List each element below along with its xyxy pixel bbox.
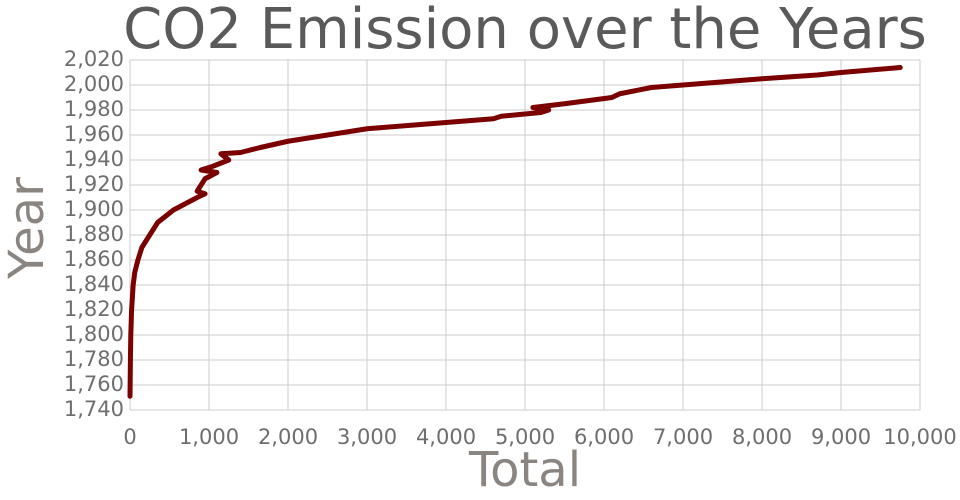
y-tick-label: 1,820: [64, 297, 124, 321]
x-tick-label: 8,000: [732, 425, 792, 449]
x-tick-label: 3,000: [337, 425, 397, 449]
y-axis-label: Year: [0, 177, 55, 280]
x-tick-label: 9,000: [811, 425, 871, 449]
x-axis-label: Total: [468, 442, 581, 498]
chart-title: CO2 Emission over the Years: [123, 0, 927, 62]
y-tick-label: 1,760: [64, 372, 124, 396]
y-tick-label: 2,020: [64, 47, 124, 71]
x-tick-label: 1,000: [179, 425, 239, 449]
x-tick-label: 10,000: [883, 425, 956, 449]
y-tick-label: 1,940: [64, 147, 124, 171]
data-line: [127, 65, 903, 399]
x-tick-label: 5,000: [495, 425, 555, 449]
y-tick-label: 1,740: [64, 397, 124, 421]
y-tick-label: 1,880: [64, 222, 124, 246]
y-tick-label: 1,920: [64, 172, 124, 196]
x-tick-label: 4,000: [416, 425, 476, 449]
y-tick-label: 2,000: [64, 72, 124, 96]
y-tick-label: 1,980: [64, 97, 124, 121]
y-tick-label: 1,800: [64, 322, 124, 346]
x-tick-label: 7,000: [653, 425, 713, 449]
y-tick-label: 1,840: [64, 272, 124, 296]
y-tick-label: 1,860: [64, 247, 124, 271]
x-tick-label: 2,000: [258, 425, 318, 449]
x-tick-label: 0: [123, 425, 136, 449]
y-tick-label: 1,900: [64, 197, 124, 221]
y-tick-label: 1,780: [64, 347, 124, 371]
x-tick-label: 6,000: [574, 425, 634, 449]
y-tick-label: 1,960: [64, 122, 124, 146]
